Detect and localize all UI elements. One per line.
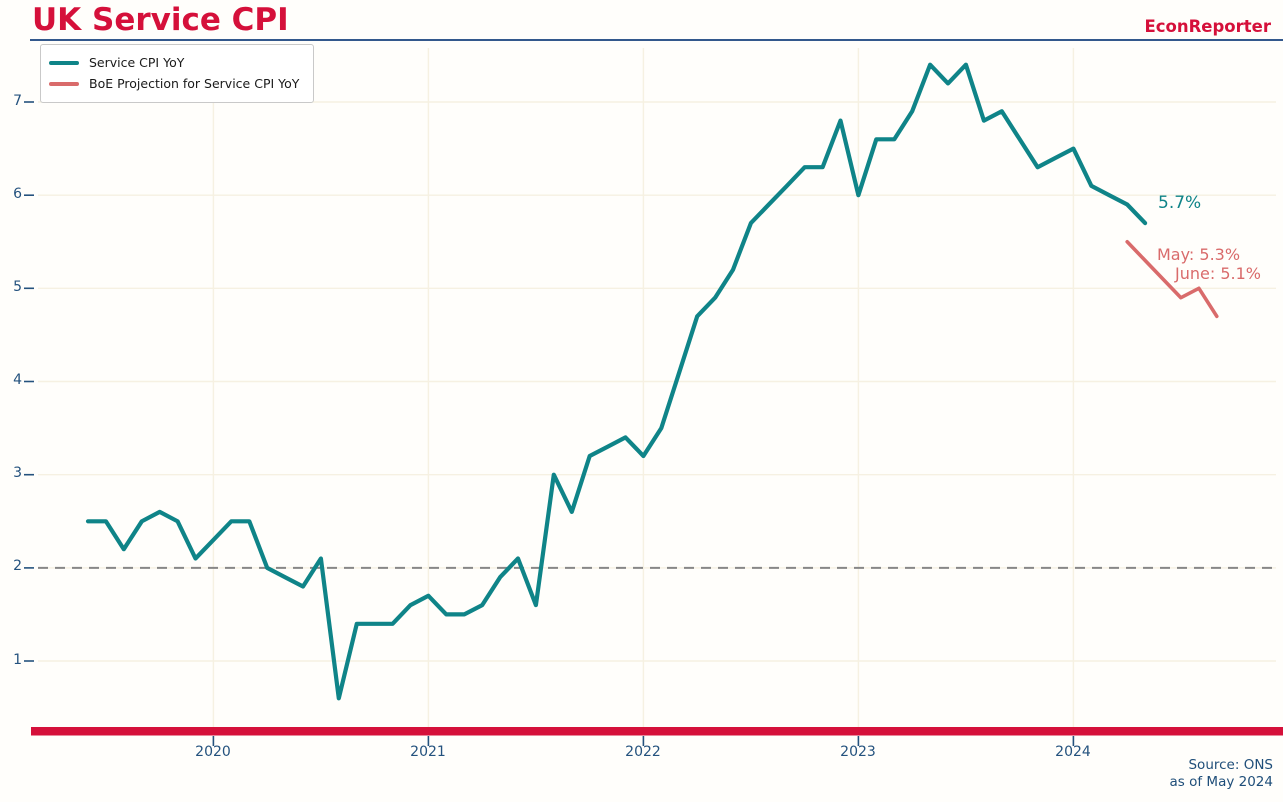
y-tick-label-5: 5 (13, 279, 22, 295)
source-line: Source: ONS (1188, 757, 1273, 773)
legend-swatch-boe-projection (49, 81, 79, 86)
brand-logo: EconReporter (1144, 17, 1271, 36)
y-tick-label-1: 1 (13, 652, 22, 668)
x-tick-label-2022: 2022 (625, 744, 661, 760)
x-tick-label-2023: 2023 (840, 744, 876, 760)
legend-swatch-service-cpi (49, 60, 79, 65)
x-tick-label-2021: 2021 (410, 744, 446, 760)
annotation-projection-may: May: 5.3% (1157, 245, 1241, 264)
as-of-line: as of May 2024 (1169, 774, 1273, 790)
y-tick-label-2: 2 (13, 558, 22, 574)
legend-label-service-cpi: Service CPI YoY (89, 55, 185, 70)
legend-item-boe-projection: BoE Projection for Service CPI YoY (49, 73, 299, 94)
chart-legend: Service CPI YoY BoE Projection for Servi… (40, 44, 315, 103)
y-tick-label-4: 4 (13, 372, 22, 388)
annotation-latest-value: 5.7% (1158, 193, 1202, 213)
y-tick-label-3: 3 (13, 465, 22, 481)
legend-label-boe-projection: BoE Projection for Service CPI YoY (89, 76, 300, 91)
legend-item-service-cpi: Service CPI YoY (49, 52, 299, 73)
page-title: UK Service CPI (32, 2, 289, 38)
y-tick-label-7: 7 (13, 93, 22, 109)
header-underline (30, 39, 1283, 41)
source-note: Source: ONS as of May 2024 (1170, 757, 1273, 791)
x-tick-label-2024: 2024 (1055, 744, 1091, 760)
y-tick-label-6: 6 (13, 186, 22, 202)
annotation-projection-june: June: 5.1% (1175, 264, 1261, 283)
x-tick-label-2020: 2020 (195, 744, 231, 760)
